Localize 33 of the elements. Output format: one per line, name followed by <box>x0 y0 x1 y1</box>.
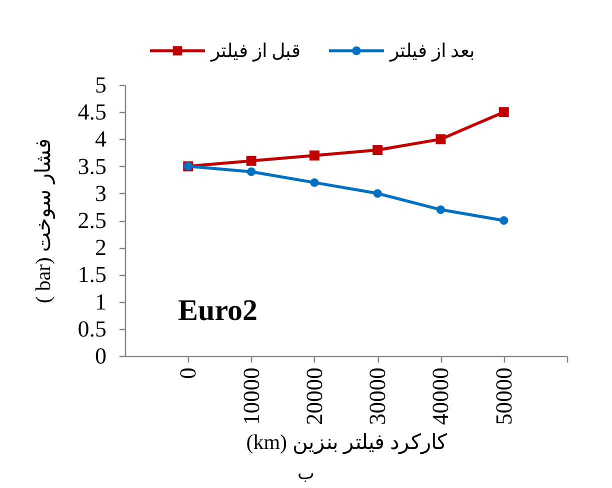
y-tick-label: 1 <box>95 289 106 314</box>
text: ب <box>298 463 314 483</box>
x-axis-title: (km) کارکرد فیلتر بنزین <box>246 430 447 455</box>
y-axis-title: ( bar) فشار سوخت <box>30 138 56 304</box>
y-tick-label: 0.5 <box>78 316 106 342</box>
y-tick-label: 2 <box>95 235 106 260</box>
point <box>246 156 256 166</box>
point <box>436 205 446 214</box>
legend-label: بعد از فیلتر <box>389 40 474 62</box>
x-tick-label: 50000 <box>491 368 516 425</box>
x-tick-label: 40000 <box>428 368 454 425</box>
y-tick-label: 2.5 <box>78 208 106 233</box>
annotation: Euro2 <box>178 294 258 327</box>
point <box>498 107 509 118</box>
y-tick-label: 1.5 <box>78 262 106 288</box>
point <box>372 145 383 156</box>
point <box>373 189 382 198</box>
y-tick-label: 3.5 <box>78 154 106 179</box>
y-tick-label: 3 <box>95 180 106 206</box>
legend-label: قبل از فیلتر <box>210 40 300 62</box>
point <box>436 134 446 144</box>
x-tick-label: 10000 <box>238 368 264 425</box>
y-tick-label: 4.5 <box>78 100 106 125</box>
point <box>309 150 320 160</box>
y-tick-label: 0 <box>95 344 106 368</box>
y-tick-label: 4 <box>95 126 107 152</box>
x-tick-label: 20000 <box>302 368 327 425</box>
x-tick-label: 0 <box>176 368 201 379</box>
point <box>500 216 508 225</box>
y-tick-label: 5 <box>95 72 106 98</box>
x-tick-label: 30000 <box>365 368 390 425</box>
point <box>310 178 319 187</box>
point <box>246 167 256 176</box>
